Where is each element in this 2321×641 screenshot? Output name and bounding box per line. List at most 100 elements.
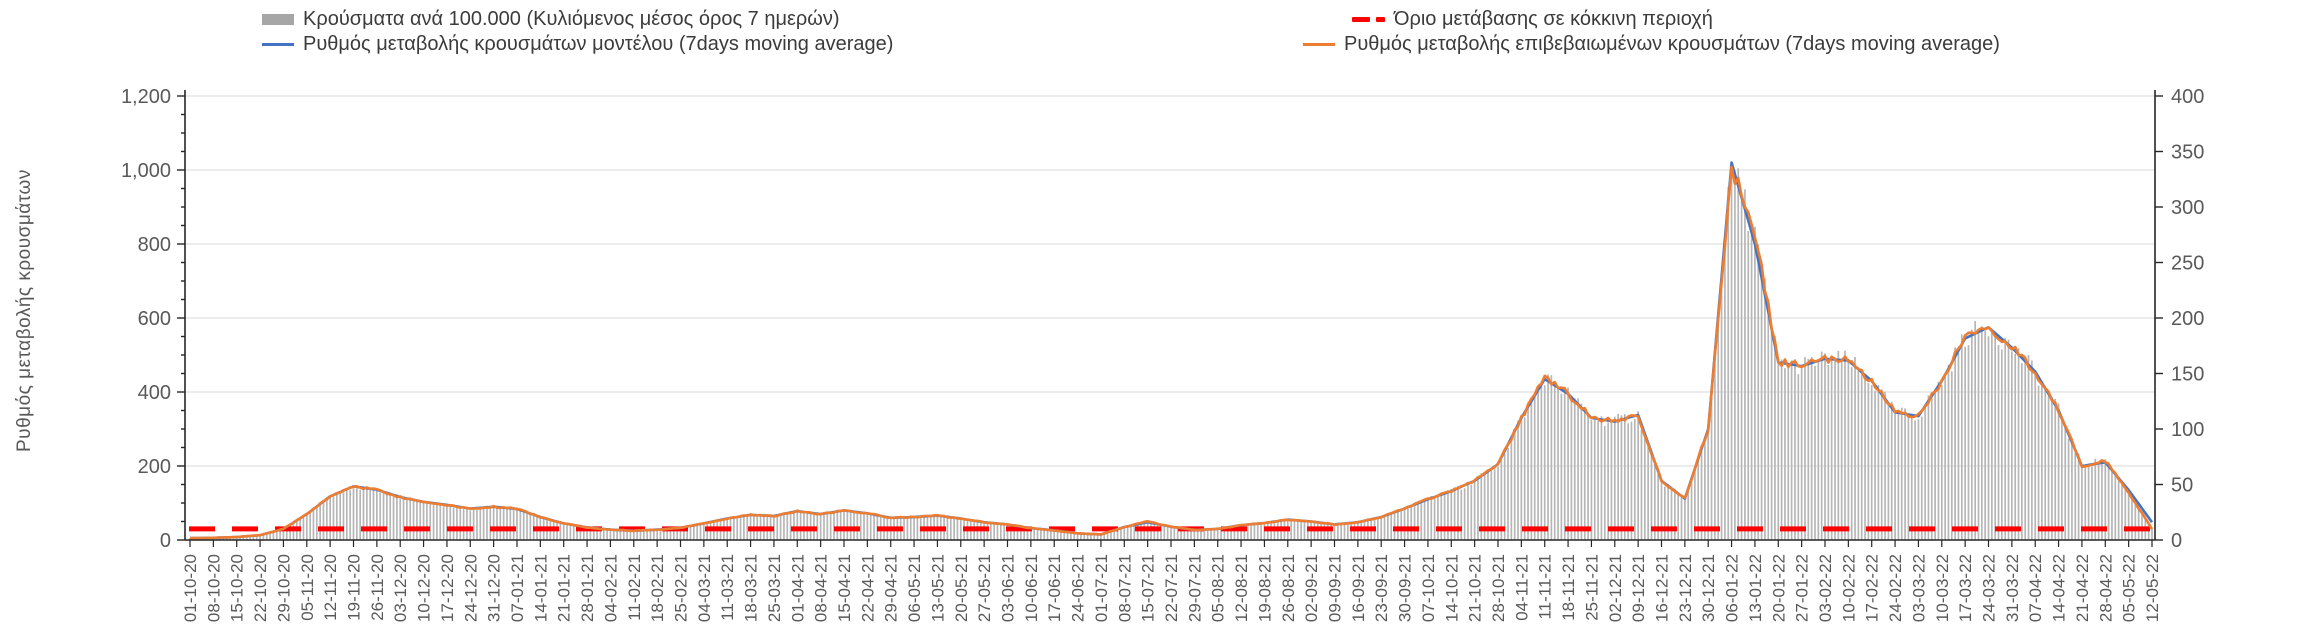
x-tick-label: 04-02-21	[601, 554, 620, 622]
x-tick-label: 22-10-20	[251, 554, 270, 622]
x-tick-label: 20-05-21	[952, 554, 971, 622]
x-tick-label: 03-06-21	[999, 554, 1018, 622]
x-tick-label: 27-05-21	[975, 554, 994, 622]
y-right-tick-label: 350	[2171, 142, 2204, 164]
x-tick-label: 23-09-21	[1372, 554, 1391, 622]
x-tick-label: 14-04-22	[2050, 554, 2069, 622]
y-left-tick-label: 200	[138, 456, 171, 478]
x-tick-label: 30-12-21	[1699, 554, 1718, 622]
y-left-tick-label: 0	[160, 530, 171, 552]
x-tick-label: 02-09-21	[1302, 554, 1321, 622]
x-tick-label: 18-03-21	[742, 554, 761, 622]
x-tick-label: 19-11-20	[345, 554, 364, 621]
x-tick-label: 10-06-21	[1022, 554, 1041, 622]
legend-item-cases-per-100k: Κρούσματα ανά 100.000 (Κυλιόμενος μέσος …	[262, 8, 840, 30]
x-tick-label: 06-01-22	[1723, 554, 1742, 622]
legend-item-confirmed-rate: Ρυθμός μεταβολής επιβεβαιωμένων κρουσμάτ…	[1303, 33, 2000, 55]
x-tick-label: 24-12-20	[461, 554, 480, 622]
x-tick-label: 11-03-21	[718, 554, 737, 621]
x-tick-label: 25-11-21	[1582, 554, 1601, 621]
x-tick-label: 29-07-21	[1185, 554, 1204, 622]
x-tick-label: 15-10-20	[228, 554, 247, 622]
x-tick-label: 07-04-22	[2026, 554, 2045, 622]
x-tick-label: 25-02-21	[672, 554, 691, 622]
x-tick-label: 14-10-21	[1442, 554, 1461, 622]
x-tick-label: 06-05-21	[905, 554, 924, 622]
bars-cases-per-100k	[189, 167, 2153, 541]
x-tick-label: 15-04-21	[835, 554, 854, 622]
x-tick-label: 16-09-21	[1349, 554, 1368, 622]
x-tick-label: 17-03-22	[1956, 554, 1975, 622]
y-right-tick-label: 250	[2171, 253, 2204, 275]
y-left-tick-label: 800	[138, 234, 171, 256]
x-tick-label: 12-05-22	[2143, 554, 2162, 622]
legend-label-red-threshold: Όριο μετάβασης σε κόκκινη περιοχή	[1394, 8, 1713, 30]
gray-bar-swatch-icon	[262, 13, 294, 25]
axes	[177, 90, 2163, 547]
x-tick-label: 01-07-21	[1092, 554, 1111, 622]
x-tick-label: 07-10-21	[1419, 554, 1438, 622]
orange-line-swatch-icon	[1303, 42, 1335, 46]
x-tick-label: 28-04-22	[2096, 554, 2115, 622]
x-tick-label: 05-11-20	[298, 554, 317, 621]
y-left-tick-label: 600	[138, 308, 171, 330]
x-tick-label: 29-10-20	[274, 554, 293, 622]
x-tick-label: 18-02-21	[648, 554, 667, 622]
x-tick-label: 31-12-20	[485, 554, 504, 622]
x-tick-label: 28-01-21	[578, 554, 597, 622]
gridlines	[185, 95, 2155, 467]
x-tick-label: 22-07-21	[1162, 554, 1181, 622]
x-tick-label: 29-04-21	[882, 554, 901, 622]
x-tick-label: 09-12-21	[1629, 554, 1648, 622]
red-dashed-line-swatch-icon	[1352, 16, 1385, 22]
y-left-tick-label: 1,200	[121, 86, 171, 108]
x-tick-label: 24-03-22	[1980, 554, 1999, 622]
y-right-tick-label: 0	[2171, 530, 2182, 552]
y-right-tick-label: 100	[2171, 419, 2204, 441]
x-tick-label: 26-11-20	[368, 554, 387, 621]
x-tick-label: 21-04-22	[2073, 554, 2092, 622]
blue-line-swatch-icon	[262, 42, 294, 46]
x-tick-label: 24-02-22	[1886, 554, 1905, 622]
x-tick-label: 07-01-21	[508, 554, 527, 622]
x-tick-label: 08-07-21	[1115, 554, 1134, 622]
y-right-tick-label: 400	[2171, 86, 2204, 108]
x-tick-label: 27-01-22	[1793, 554, 1812, 622]
x-tick-label: 04-03-21	[695, 554, 714, 622]
x-tick-label: 04-11-21	[1512, 554, 1531, 621]
y-right-tick-label: 150	[2171, 364, 2204, 386]
x-tick-label: 21-01-21	[555, 554, 574, 622]
x-tick-label: 25-03-21	[765, 554, 784, 622]
x-tick-label: 03-03-22	[1909, 554, 1928, 622]
y-right-tick-label: 200	[2171, 308, 2204, 330]
x-tick-label: 16-12-21	[1653, 554, 1672, 622]
y-right-tick-label: 50	[2171, 475, 2193, 497]
x-tick-label: 24-06-21	[1069, 554, 1088, 622]
y-right-tick-label: 300	[2171, 197, 2204, 219]
x-tick-label: 03-02-22	[1816, 554, 1835, 622]
y-left-tick-label: 1,000	[121, 160, 171, 182]
x-tick-labels: 01-10-20 08-10-20 15-10-20 22-10-20 29-10-20…	[181, 554, 2162, 622]
x-tick-label: 20-01-22	[1769, 554, 1788, 622]
x-tick-label: 03-12-20	[391, 554, 410, 622]
x-tick-label: 18-11-21	[1559, 554, 1578, 621]
legend-item-model-rate: Ρυθμός μεταβολής κρουσμάτων μοντέλου (7d…	[262, 33, 893, 55]
x-tick-label: 10-03-22	[1933, 554, 1952, 622]
x-tick-label: 31-03-22	[2003, 554, 2022, 622]
x-tick-label: 30-09-21	[1396, 554, 1415, 622]
x-tick-label: 08-10-20	[204, 554, 223, 622]
x-tick-label: 13-05-21	[928, 554, 947, 622]
legend-label-confirmed-rate: Ρυθμός μεταβολής επιβεβαιωμένων κρουσμάτ…	[1344, 33, 2000, 55]
legend-label-model-rate: Ρυθμός μεταβολής κρουσμάτων μοντέλου (7d…	[303, 33, 894, 55]
x-tick-label: 21-10-21	[1466, 554, 1485, 622]
y-right-tick-labels: 0 50 100 150 200 250 300 350 400	[2171, 86, 2204, 552]
x-tick-label: 05-08-21	[1209, 554, 1228, 622]
x-tick-label: 08-04-21	[812, 554, 831, 622]
x-tick-label: 11-02-21	[625, 554, 644, 621]
x-tick-label: 23-12-21	[1676, 554, 1695, 622]
x-tick-label: 05-05-22	[2120, 554, 2139, 622]
x-tick-label: 13-01-22	[1746, 554, 1765, 622]
x-tick-label: 01-10-20	[181, 554, 200, 622]
